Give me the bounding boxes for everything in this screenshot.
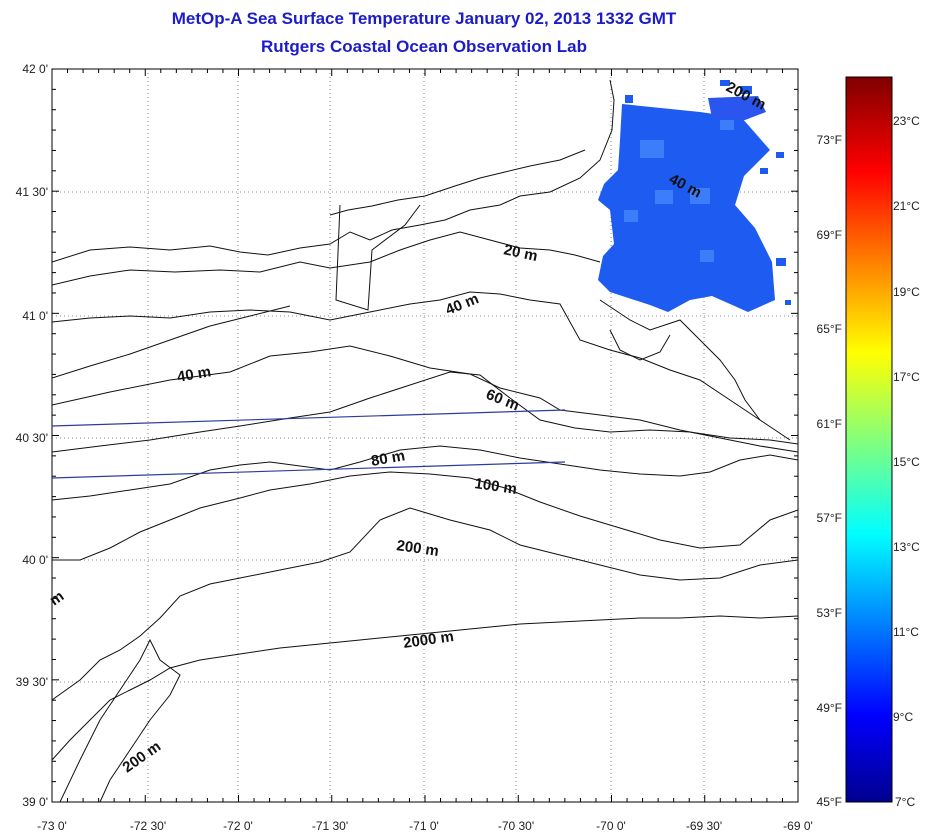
lon-label: -70 30' xyxy=(498,819,534,833)
fahrenheit-label: 45°F xyxy=(817,795,842,809)
celsius-label: 13°C xyxy=(893,540,920,554)
depth-contours xyxy=(52,79,798,802)
lon-label: -69 30' xyxy=(686,819,722,833)
celsius-label: 7°C xyxy=(895,795,915,809)
axis-ticks xyxy=(51,68,799,803)
lon-label: -73 0' xyxy=(37,819,67,833)
lat-label: 39 30' xyxy=(16,675,48,689)
celsius-label: 11°C xyxy=(893,625,919,639)
depth-label: 2000 m xyxy=(402,628,455,652)
fahrenheit-label: 65°F xyxy=(817,322,842,336)
celsius-label: 19°C xyxy=(893,285,920,299)
lat-label: 41 30' xyxy=(16,185,48,199)
fahrenheit-label: 61°F xyxy=(817,417,842,431)
map-title: MetOp-A Sea Surface Temperature January … xyxy=(171,9,677,28)
lon-label: -71 0' xyxy=(409,819,439,833)
lon-label: -72 30' xyxy=(130,819,166,833)
depth-label: 40 m xyxy=(176,363,213,386)
celsius-label: 23°C xyxy=(893,114,920,128)
fahrenheit-label: 57°F xyxy=(817,511,842,525)
map-subtitle: Rutgers Coastal Ocean Observation Lab xyxy=(261,37,587,56)
fahrenheit-label: 49°F xyxy=(817,701,842,715)
lat-label: 41 0' xyxy=(22,309,48,323)
colorbar-fahrenheit-labels: 73°F 69°F 65°F 61°F 57°F 53°F 49°F 45°F xyxy=(817,133,842,809)
lat-label: 40 0' xyxy=(22,553,48,567)
lat-label: 39 0' xyxy=(22,795,48,809)
latitude-labels: 42 0' 41 30' 41 0' 40 30' 40 0' 39 30' 3… xyxy=(16,62,48,809)
celsius-label: 21°C xyxy=(893,199,920,213)
fahrenheit-label: 73°F xyxy=(817,133,842,147)
colorbar-celsius-labels: 23°C 21°C 19°C 17°C 15°C 13°C 11°C 9°C 7… xyxy=(893,114,920,809)
lon-label: -69 0' xyxy=(783,819,813,833)
longitude-labels: -73 0' -72 30' -72 0' -71 30' -71 0' -70… xyxy=(37,819,813,833)
depth-label: 100 m xyxy=(473,475,517,498)
lat-label: 40 30' xyxy=(16,431,48,445)
depth-label: 80 m xyxy=(370,447,407,470)
depth-label: 20 m xyxy=(502,241,539,265)
colorbar xyxy=(845,76,893,803)
fahrenheit-label: 53°F xyxy=(817,606,842,620)
transect-lines xyxy=(52,409,566,479)
lon-label: -71 30' xyxy=(312,819,348,833)
fahrenheit-label: 69°F xyxy=(817,228,842,242)
depth-label: 200 m xyxy=(395,537,439,560)
lat-label: 42 0' xyxy=(22,62,48,76)
lon-label: -72 0' xyxy=(223,819,253,833)
celsius-label: 17°C xyxy=(893,370,920,384)
celsius-label: 9°C xyxy=(893,710,913,724)
lon-label: -70 0' xyxy=(596,819,626,833)
celsius-label: 15°C xyxy=(893,455,920,469)
